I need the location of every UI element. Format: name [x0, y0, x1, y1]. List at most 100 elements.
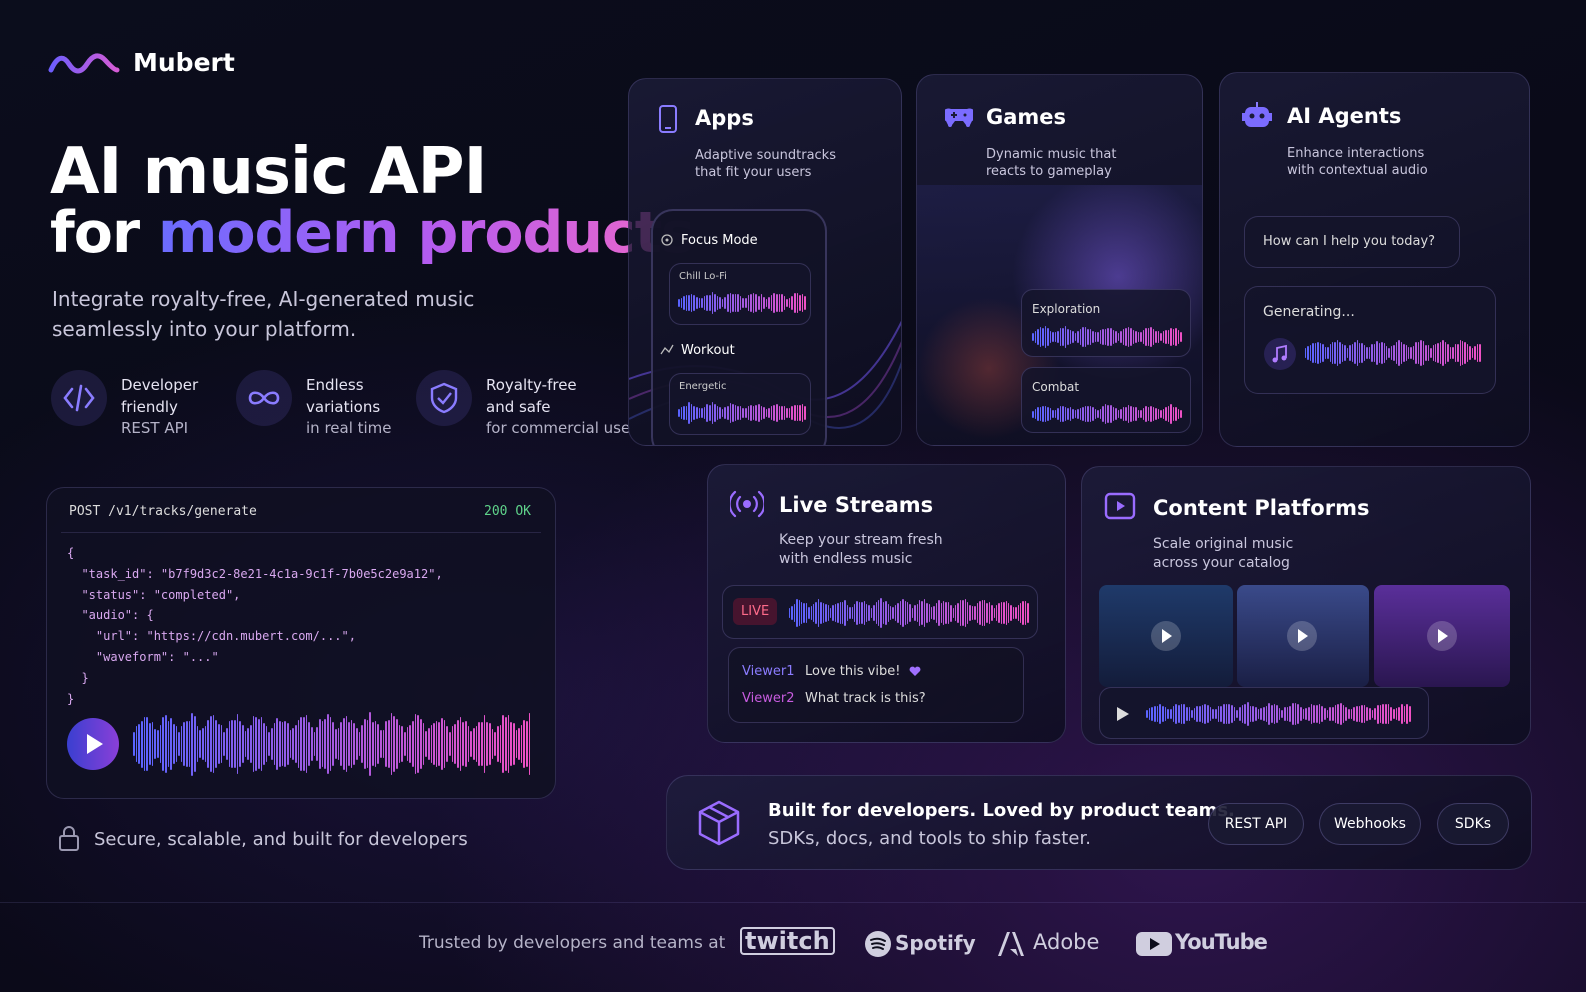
wave-bar [1331, 342, 1334, 364]
wave-bar [199, 729, 202, 759]
content-player[interactable] [1099, 687, 1429, 739]
wave-bar [255, 717, 257, 771]
wave-bar [1435, 344, 1437, 362]
wave-bar [983, 600, 986, 626]
wave-bar [1157, 330, 1160, 344]
wave-bar [1410, 346, 1412, 360]
wave-bar [799, 404, 801, 422]
wave-bar [755, 405, 757, 421]
wave-bar [1044, 326, 1047, 348]
pill-button[interactable]: SDKs [1437, 803, 1509, 845]
wave-bar [1180, 409, 1182, 419]
wave-bar [868, 605, 870, 621]
wave-bar [788, 298, 791, 308]
wave-bar [1034, 409, 1037, 419]
wave-bar [1369, 707, 1371, 721]
wave-bar [143, 717, 146, 771]
wave-bar [729, 403, 732, 423]
wave-bar [1089, 328, 1092, 346]
track-box[interactable]: Combat [1021, 367, 1191, 433]
wave-bar [1310, 704, 1313, 724]
wave-bar [1159, 703, 1161, 725]
banner-sub: SDKs, docs, and tools to ship faster. [768, 828, 1091, 849]
live-card[interactable]: Live Streams Keep your stream fresh with … [707, 464, 1066, 743]
wave-bar [1323, 708, 1326, 720]
chat-bubble: How can I help you today? [1244, 216, 1460, 268]
mode-name: Workout [681, 343, 735, 358]
games-card[interactable]: Games Dynamic music that reacts to gamepl… [916, 74, 1203, 446]
wave-bar [1067, 329, 1069, 345]
track-name: Exploration [1032, 302, 1101, 316]
wave-bar [1089, 406, 1092, 422]
wave-bar [1032, 410, 1034, 418]
wave-bar [1385, 346, 1388, 360]
wave-bar [1117, 333, 1120, 341]
track-box[interactable]: Exploration [1021, 289, 1191, 357]
wave-bar [369, 711, 372, 777]
wave-bar [1241, 705, 1244, 723]
pill-button[interactable]: Webhooks [1319, 803, 1421, 845]
wave-bar [523, 720, 526, 768]
phone-frame: Focus Mode Chill Lo-Fi Workout Energetic [651, 209, 827, 445]
trusted-text: Trusted by developers and teams at [419, 933, 726, 953]
pill-button[interactable]: REST API [1208, 803, 1304, 845]
wave-bar [1405, 344, 1408, 362]
wave-bar [310, 727, 313, 761]
wave-bar [1225, 703, 1228, 725]
wave-bar [887, 603, 890, 623]
wave-bar [1099, 408, 1102, 420]
wave-bar [1120, 408, 1122, 420]
wave-bar [167, 720, 170, 768]
wave-bar [706, 295, 708, 311]
live-player[interactable]: LIVE [722, 585, 1038, 639]
wave-bar [1273, 704, 1276, 724]
preset-box[interactable]: Energetic [669, 373, 811, 435]
wave-bar [350, 719, 353, 769]
wave-bar [1344, 345, 1346, 361]
wave-bar [726, 294, 729, 312]
status: Generating... [1263, 304, 1355, 320]
wave-bar [1084, 327, 1087, 347]
wave-bar [1312, 342, 1314, 364]
wave-bar [897, 602, 899, 624]
preset-box[interactable]: Chill Lo-Fi [669, 263, 811, 325]
wave-bar [411, 721, 414, 767]
text-line: with contextual audio [1287, 163, 1428, 178]
wave-bar [1327, 346, 1329, 360]
wave-bar [194, 715, 196, 773]
apps-card[interactable]: Apps Adaptive soundtracks that fit your u… [628, 78, 902, 446]
wave-bar [1112, 330, 1115, 344]
wave-bar [1097, 409, 1099, 419]
wave-bar [1300, 706, 1302, 722]
logo-twitch: twitch [740, 927, 835, 955]
wave-bar [796, 599, 798, 627]
wave-bar [188, 721, 191, 767]
cube-icon [698, 800, 740, 846]
hero-plain: for [50, 200, 140, 266]
text-line: with endless music [779, 551, 913, 567]
wave-bar [1439, 341, 1442, 365]
wave-bar [382, 729, 385, 759]
wave-bar [786, 298, 788, 308]
wave-bar [1109, 405, 1112, 423]
wave-bar [974, 605, 976, 621]
content-card[interactable]: Content Platforms Scale original music ac… [1081, 466, 1531, 745]
waveform [789, 598, 1029, 628]
wave-bar [1142, 407, 1145, 421]
wave-bar [1420, 340, 1422, 366]
wave-bar [698, 408, 701, 418]
agents-card[interactable]: AI Agents Enhance interactions with conte… [1219, 72, 1530, 447]
wave-bar [1117, 410, 1120, 418]
wave-bar [1307, 345, 1309, 361]
wave-bar [526, 721, 528, 767]
wave-bar [765, 409, 768, 417]
wave-bar [1127, 327, 1130, 347]
play-button[interactable] [65, 716, 121, 772]
wave-bar [1395, 708, 1398, 720]
wave-bar [933, 606, 935, 620]
wave-bar [1305, 348, 1307, 358]
wave-bar [1082, 327, 1084, 347]
brand-name[interactable]: Mubert [133, 48, 235, 77]
wave-bar [287, 723, 289, 765]
code-line: "waveform": "..." [67, 649, 219, 664]
